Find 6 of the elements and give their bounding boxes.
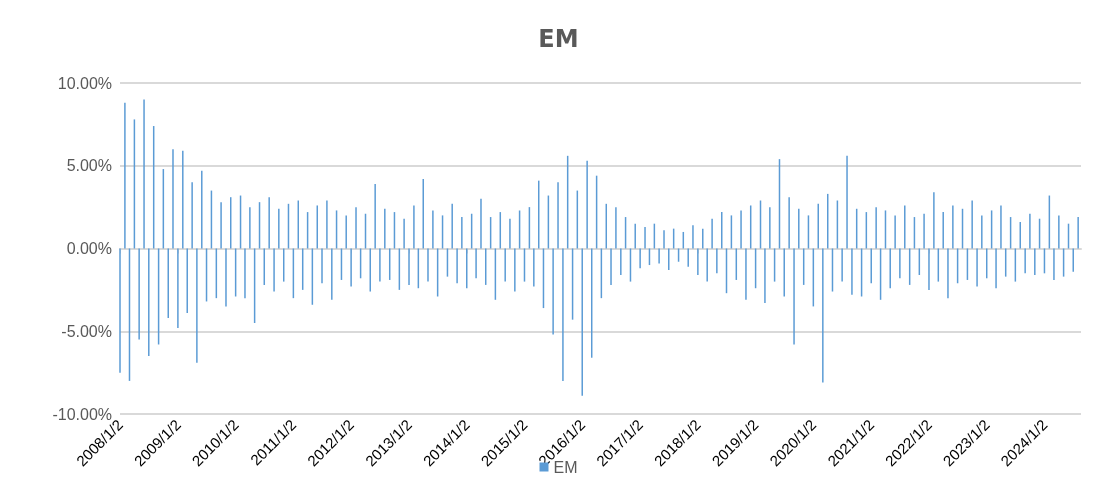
y-tick-label: -10.00% bbox=[52, 405, 112, 423]
y-tick-label: -5.00% bbox=[61, 322, 112, 340]
y-tick-label: 10.00% bbox=[57, 74, 112, 92]
y-tick-label: 0.00% bbox=[66, 240, 112, 257]
chart-title: EM bbox=[538, 25, 579, 53]
y-tick-label: 5.00% bbox=[66, 157, 112, 175]
